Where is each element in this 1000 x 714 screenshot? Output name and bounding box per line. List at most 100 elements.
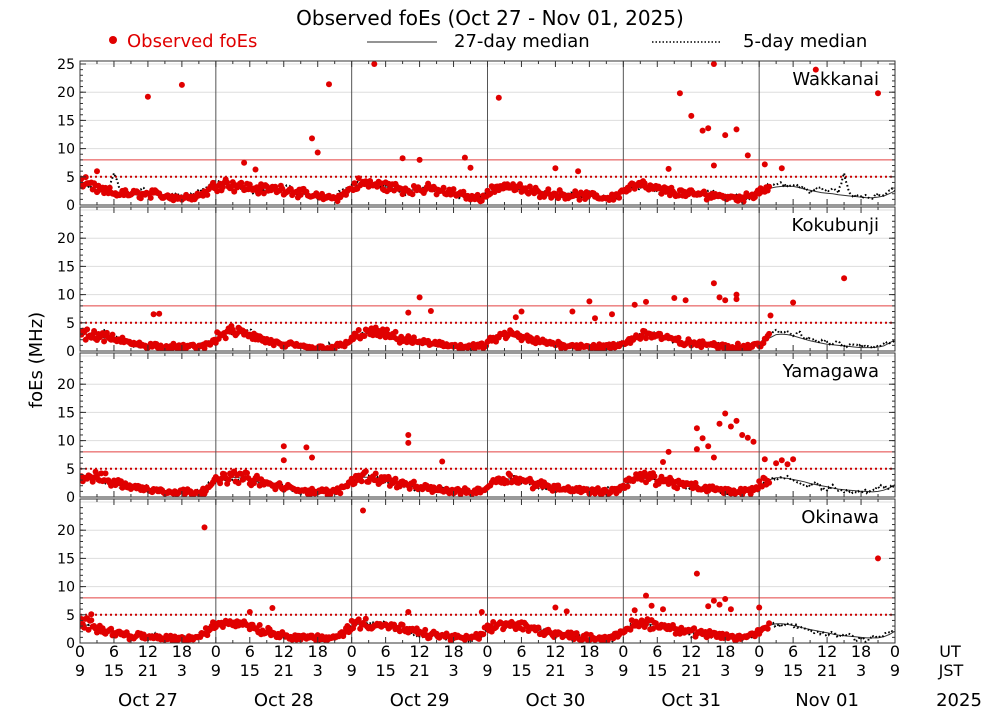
y-tick-label: 20 — [57, 85, 75, 101]
observed-point — [106, 184, 113, 191]
observed-point — [314, 149, 321, 156]
observed-point — [699, 127, 706, 134]
observed-point — [280, 443, 287, 450]
observed-point — [272, 183, 279, 190]
observed-point — [399, 621, 406, 628]
day-label: Oct 27 — [118, 690, 178, 711]
observed-point — [476, 635, 482, 642]
observed-point — [812, 66, 819, 73]
jst-tick-label: 9 — [618, 661, 628, 680]
y-tick-label: 0 — [66, 198, 75, 214]
observed-point — [766, 330, 773, 337]
jst-tick-label: 21 — [274, 661, 294, 680]
observed-point — [643, 335, 649, 342]
panel-kokubunji: 0 5 10 15 20 Kokubunji — [57, 206, 896, 360]
observed-point — [309, 454, 315, 461]
ut-tick-label: 18 — [579, 642, 599, 661]
observed-point — [675, 334, 682, 341]
observed-point — [555, 195, 562, 202]
observed-point — [440, 184, 447, 191]
jst-tick-label: 15 — [511, 661, 531, 680]
observed-point — [710, 162, 717, 169]
ut-tick-label: 0 — [482, 642, 492, 661]
ut-tick-label: 18 — [308, 642, 328, 661]
observed-point — [535, 624, 542, 631]
observed-point — [480, 631, 487, 638]
ut-tick-label: 0 — [211, 642, 221, 661]
station-name: Yamagawa — [782, 361, 879, 382]
ut-tick-label: 6 — [516, 642, 526, 661]
day-label: Nov 01 — [795, 690, 859, 711]
y-tick-label: 10 — [57, 142, 75, 158]
observed-point — [841, 275, 848, 282]
observed-point — [507, 472, 514, 479]
ut-tick-label: 12 — [409, 642, 429, 661]
observed-point — [355, 327, 362, 333]
observed-point — [778, 457, 785, 464]
ut-tick-label: 6 — [788, 642, 798, 661]
y-tick-label: 15 — [57, 259, 75, 275]
observed-point — [710, 454, 717, 461]
observed-point — [631, 301, 638, 308]
observed-point — [727, 606, 734, 613]
observed-point — [102, 470, 109, 477]
observed-point — [362, 615, 369, 622]
observed-point — [147, 194, 154, 201]
ut-tick-label: 18 — [172, 642, 192, 661]
panel-wakkanai: 0 5 10 15 20 25 Wakkanai — [57, 57, 896, 214]
y-tick-label: 5 — [66, 316, 75, 332]
observed-point — [450, 186, 457, 193]
observed-point — [693, 570, 700, 577]
observed-point — [150, 311, 157, 318]
observed-point — [490, 619, 497, 625]
y-tick-label: 5 — [66, 608, 75, 624]
observed-point — [241, 475, 248, 481]
observed-point — [744, 434, 751, 441]
y-tick-label: 5 — [66, 170, 75, 186]
observed-point — [592, 315, 598, 322]
observed-point — [355, 616, 362, 623]
observed-point — [372, 470, 379, 477]
observed-point — [767, 312, 774, 319]
observed-point — [705, 125, 712, 132]
ut-tick-label: 12 — [274, 642, 294, 661]
y-tick-label: 20 — [57, 377, 75, 393]
y-tick-label: 5 — [66, 462, 75, 478]
observed-point — [337, 490, 344, 497]
jst-tick-label: 21 — [681, 661, 701, 680]
observed-point — [399, 191, 406, 198]
observed-point — [766, 183, 773, 190]
observed-point — [103, 329, 110, 336]
ut-tick-label: 0 — [347, 642, 357, 661]
y-tick-label: 10 — [57, 580, 75, 596]
observed-point — [552, 604, 559, 611]
observed-point — [405, 309, 412, 316]
day-label: Oct 30 — [526, 690, 586, 711]
observed-point — [648, 602, 655, 609]
ut-tick-label: 0 — [618, 642, 628, 661]
observed-point — [399, 155, 406, 162]
observed-point — [722, 410, 729, 417]
observed-point — [474, 191, 481, 198]
year-label: 2025 — [936, 690, 982, 711]
observed-point — [766, 479, 773, 486]
observed-point — [244, 470, 250, 476]
observed-point — [518, 308, 525, 315]
observed-point — [750, 438, 757, 445]
observed-point — [344, 623, 351, 629]
observed-point — [85, 626, 92, 633]
jst-tick-label: 21 — [409, 661, 429, 680]
observed-point — [280, 457, 287, 464]
observed-point — [392, 475, 399, 482]
observed-point — [705, 603, 712, 610]
observed-point — [478, 197, 485, 204]
y-tick-label: 10 — [57, 288, 75, 304]
jst-tick-label: 3 — [448, 661, 458, 680]
ut-label: UT — [939, 642, 961, 661]
y-tick-label: 20 — [57, 523, 75, 539]
chart-title: Observed foEs (Oct 27 - Nov 01, 2025) — [296, 6, 684, 30]
observed-point — [643, 592, 649, 599]
observed-point — [405, 432, 412, 438]
observed-point — [773, 460, 780, 467]
observed-points — [80, 275, 848, 351]
